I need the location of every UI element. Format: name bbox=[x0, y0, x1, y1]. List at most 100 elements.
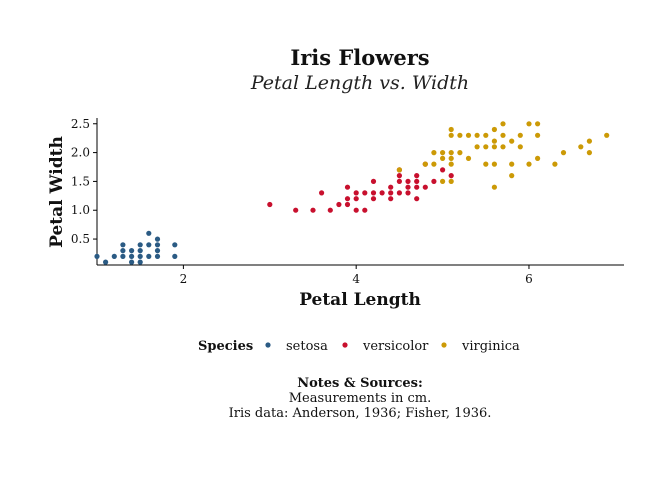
versicolor-point bbox=[344, 184, 351, 190]
virginica-point bbox=[509, 138, 515, 144]
versicolor-point bbox=[388, 184, 394, 190]
setosa-point bbox=[137, 242, 143, 248]
versicolor-point bbox=[396, 173, 402, 179]
virginica-point bbox=[448, 132, 454, 138]
virginica-point bbox=[586, 150, 593, 156]
virginica-point bbox=[457, 150, 463, 156]
virginica-point bbox=[552, 161, 558, 167]
legend-items: setosa versicolor virginica bbox=[265, 339, 520, 354]
notes-title: Notes & Sources: bbox=[297, 376, 423, 391]
legend-marker-setosa bbox=[265, 342, 271, 348]
versicolor-point bbox=[353, 190, 359, 196]
virginica-point bbox=[509, 161, 515, 167]
chart-title: Iris Flowers bbox=[290, 45, 429, 70]
versicolor-point bbox=[344, 201, 351, 208]
virginica-point bbox=[509, 173, 515, 179]
versicolor-point bbox=[405, 178, 411, 184]
virginica-point bbox=[465, 132, 472, 138]
versicolor-point bbox=[414, 196, 420, 202]
plot-area: 0.5 1.0 1.5 2.0 2.5 2 4 6 bbox=[71, 117, 624, 286]
setosa-point bbox=[120, 253, 126, 259]
virginica-point bbox=[448, 161, 454, 167]
setosa-point bbox=[146, 253, 152, 259]
versicolor-point bbox=[362, 190, 368, 196]
legend-title: Species bbox=[198, 339, 253, 354]
virginica-point bbox=[604, 132, 610, 138]
versicolor-point bbox=[440, 167, 446, 173]
setosa-point bbox=[129, 248, 135, 254]
notes-and-sources: Notes & Sources: Measurements in cm. Iri… bbox=[229, 376, 492, 421]
virginica-point bbox=[483, 144, 489, 150]
legend-marker-virginica bbox=[441, 342, 447, 348]
versicolor-point bbox=[370, 196, 377, 202]
virginica-point bbox=[491, 184, 497, 190]
virginica-point bbox=[440, 150, 446, 156]
versicolor-point bbox=[293, 207, 299, 213]
y-axis-ticks: 0.5 1.0 1.5 2.0 2.5 bbox=[71, 117, 97, 246]
versicolor-point bbox=[431, 178, 437, 184]
versicolor-point bbox=[414, 184, 420, 190]
virginica-point bbox=[474, 132, 480, 138]
setosa-point bbox=[154, 242, 161, 248]
versicolor-point bbox=[388, 196, 394, 202]
virginica-point bbox=[440, 155, 446, 161]
virginica-point bbox=[491, 138, 497, 144]
legend-item-virginica: virginica bbox=[441, 339, 520, 354]
virginica-point bbox=[448, 150, 454, 156]
y-axis-title: Petal Width bbox=[47, 136, 67, 248]
y-tick-label: 1.5 bbox=[71, 174, 90, 188]
setosa-point bbox=[146, 242, 152, 248]
setosa-point bbox=[120, 248, 126, 254]
setosa-point bbox=[111, 253, 117, 259]
virginica-point bbox=[535, 155, 541, 161]
virginica-point bbox=[526, 161, 532, 167]
setosa-point bbox=[120, 242, 126, 248]
versicolor-point bbox=[310, 207, 316, 213]
versicolor-point bbox=[422, 184, 428, 190]
versicolor-point bbox=[388, 190, 394, 196]
data-points bbox=[94, 121, 610, 265]
setosa-point bbox=[129, 259, 135, 265]
sources-line: Iris data: Anderson, 1936; Fisher, 1936. bbox=[229, 406, 492, 421]
virginica-point bbox=[483, 132, 489, 138]
virginica-point bbox=[448, 155, 454, 161]
versicolor-point bbox=[396, 190, 402, 196]
legend-marker-versicolor bbox=[342, 342, 348, 348]
x-axis-title: Petal Length bbox=[299, 290, 421, 310]
setosa-point bbox=[154, 253, 161, 259]
virginica-point bbox=[431, 161, 437, 167]
virginica-point bbox=[526, 121, 532, 127]
legend-label-setosa: setosa bbox=[286, 339, 328, 354]
y-tick-label: 1.0 bbox=[71, 203, 90, 217]
versicolor-point bbox=[370, 190, 377, 196]
versicolor-point bbox=[414, 178, 420, 184]
x-axis-ticks: 2 4 6 bbox=[180, 265, 533, 286]
virginica-point bbox=[474, 144, 480, 150]
versicolor-point bbox=[379, 190, 385, 196]
virginica-point bbox=[517, 132, 523, 138]
versicolor-point bbox=[319, 190, 325, 196]
virginica-point bbox=[491, 161, 497, 167]
versicolor-point bbox=[405, 190, 411, 196]
virginica-point bbox=[586, 138, 593, 144]
virginica-point bbox=[578, 144, 584, 150]
y-tick-label: 2.5 bbox=[71, 117, 90, 131]
setosa-point bbox=[146, 230, 152, 236]
y-tick-label: 2.0 bbox=[71, 146, 90, 160]
x-tick-label: 4 bbox=[352, 272, 360, 286]
virginica-point bbox=[431, 150, 437, 156]
legend-label-versicolor: versicolor bbox=[362, 339, 429, 354]
virginica-point bbox=[535, 132, 541, 138]
series-versicolor bbox=[267, 161, 454, 213]
setosa-point bbox=[137, 253, 143, 259]
versicolor-point bbox=[362, 207, 368, 213]
legend: Species setosa versicolor virginica bbox=[198, 339, 520, 354]
versicolor-point bbox=[396, 178, 402, 184]
versicolor-point bbox=[267, 201, 273, 208]
virginica-point bbox=[457, 132, 463, 138]
setosa-point bbox=[154, 248, 161, 254]
virginica-point bbox=[422, 161, 428, 167]
setosa-point bbox=[94, 253, 100, 259]
